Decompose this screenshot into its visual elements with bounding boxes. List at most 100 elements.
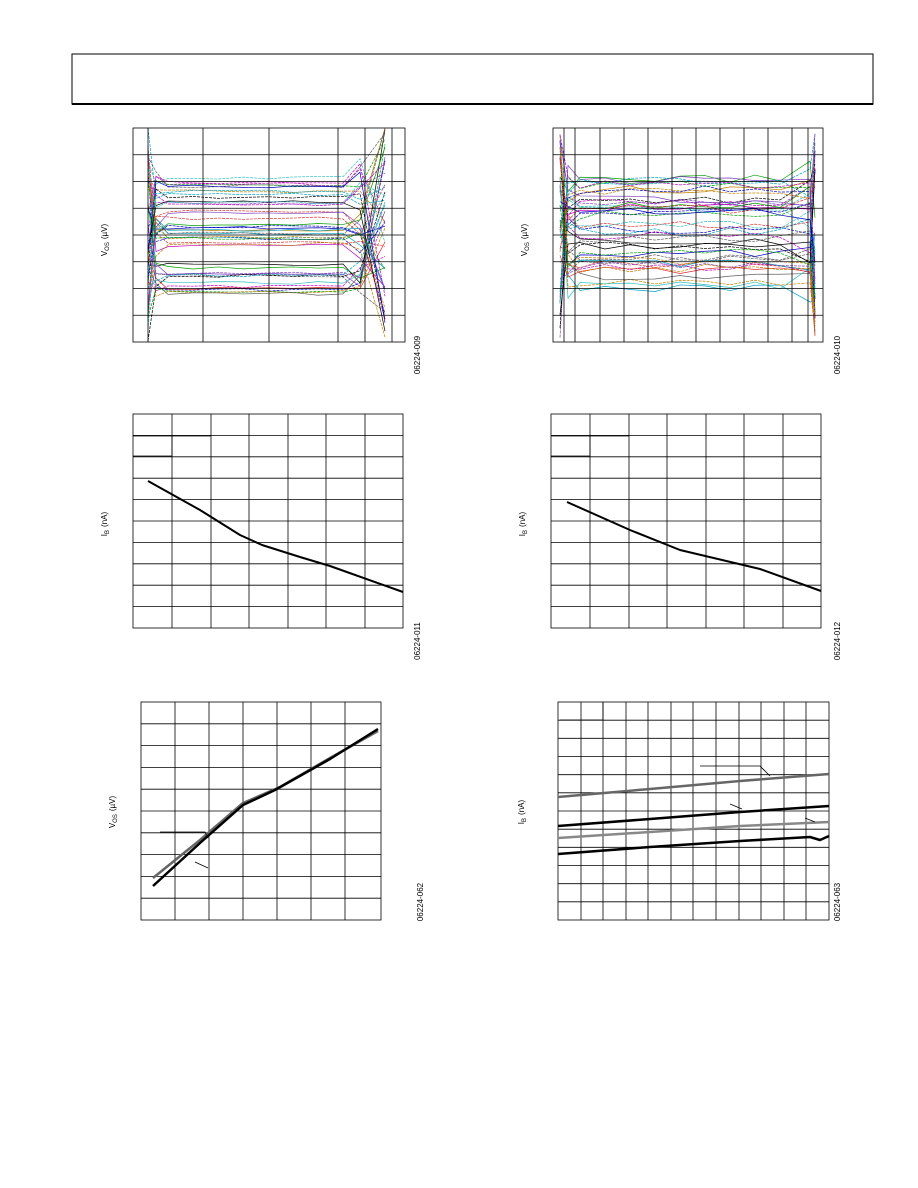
trace	[147, 162, 386, 206]
trace	[559, 134, 816, 285]
trace	[147, 224, 386, 314]
label-unit: (nA)	[517, 799, 526, 814]
label-symbol: V	[520, 250, 529, 256]
y-axis-label: IB (nA)	[518, 511, 529, 536]
trace	[147, 171, 386, 323]
trace	[559, 218, 816, 303]
trace	[559, 147, 816, 317]
curve	[557, 772, 830, 799]
label-unit: (nA)	[518, 511, 527, 526]
trace	[559, 140, 816, 266]
trace	[559, 150, 816, 235]
trace	[559, 203, 816, 255]
figure-id: 06224-009	[413, 335, 422, 374]
label-subscript: B	[523, 530, 529, 534]
trace	[559, 219, 816, 317]
annotation-leader	[560, 702, 816, 823]
label-unit: (µV)	[108, 796, 117, 812]
trace	[559, 229, 816, 271]
trace	[147, 168, 386, 235]
label-subscript: OS	[525, 242, 531, 251]
curve	[557, 834, 830, 856]
annotation-leader	[160, 831, 209, 869]
trace	[147, 208, 386, 236]
legend-frame	[551, 435, 629, 457]
figure-id: 06224-011	[413, 622, 422, 660]
label-unit: (µV)	[100, 224, 109, 240]
trace	[559, 147, 816, 333]
legend-frame	[133, 435, 211, 457]
trace	[147, 256, 386, 292]
label-subscript: B	[105, 530, 111, 534]
figure-id: 06224-010	[833, 335, 842, 374]
grids	[132, 127, 830, 921]
curve	[147, 480, 404, 593]
figure-id: 06224-012	[833, 621, 842, 660]
curve	[557, 804, 830, 828]
trace	[559, 133, 816, 207]
trace	[147, 220, 386, 279]
trace	[147, 188, 386, 320]
trace-bundle	[147, 127, 816, 341]
trace	[147, 147, 386, 235]
curve	[566, 501, 822, 592]
trace	[147, 200, 386, 332]
trace	[147, 128, 386, 205]
trace	[147, 158, 386, 244]
trace	[147, 186, 386, 283]
trace	[559, 203, 816, 319]
trace	[559, 142, 816, 253]
label-symbol: I	[100, 534, 109, 536]
trace	[559, 191, 816, 250]
trace	[147, 209, 386, 320]
trace	[147, 211, 386, 296]
y-axis-label: VOS (µV)	[520, 224, 531, 257]
trace	[559, 202, 816, 266]
trace	[559, 134, 816, 288]
trace	[147, 162, 386, 297]
trace	[147, 129, 386, 284]
trace	[559, 160, 816, 218]
trace	[559, 157, 816, 301]
label-symbol: V	[100, 250, 109, 256]
trace	[147, 204, 386, 289]
trace	[147, 191, 386, 341]
trace	[147, 184, 386, 254]
label-subscript: B	[522, 818, 528, 822]
figure-id: 06224-062	[416, 882, 425, 921]
y-axis-label: IB (nA)	[100, 511, 111, 536]
label-unit: (µV)	[520, 224, 529, 240]
label-symbol: V	[108, 822, 117, 828]
trace	[559, 135, 816, 327]
trace	[147, 203, 386, 279]
curve	[557, 820, 830, 840]
trace	[147, 128, 386, 236]
trace	[147, 181, 386, 270]
trace	[559, 156, 816, 254]
trace	[559, 178, 816, 300]
trace	[559, 196, 816, 338]
trace	[559, 148, 816, 252]
trace	[559, 201, 816, 263]
trace	[559, 176, 816, 334]
trace	[559, 204, 816, 313]
trace	[559, 169, 816, 315]
trace	[147, 150, 386, 285]
trace	[559, 179, 816, 317]
trace	[559, 164, 816, 328]
trace	[559, 255, 816, 337]
trace	[147, 194, 386, 330]
curve	[152, 727, 379, 887]
trace	[147, 127, 386, 232]
label-subscript: OS	[113, 814, 119, 823]
y-axis-label: VOS (µV)	[100, 224, 111, 257]
trace	[147, 146, 386, 247]
trace	[147, 211, 386, 306]
label-symbol: I	[518, 534, 527, 536]
trace	[559, 164, 816, 298]
header-box	[71, 53, 874, 105]
y-axis-label: VOS (µV)	[108, 796, 119, 829]
labels: VOS(µV)06224-009VOS(µV)06224-010IB(nA)06…	[100, 224, 842, 922]
